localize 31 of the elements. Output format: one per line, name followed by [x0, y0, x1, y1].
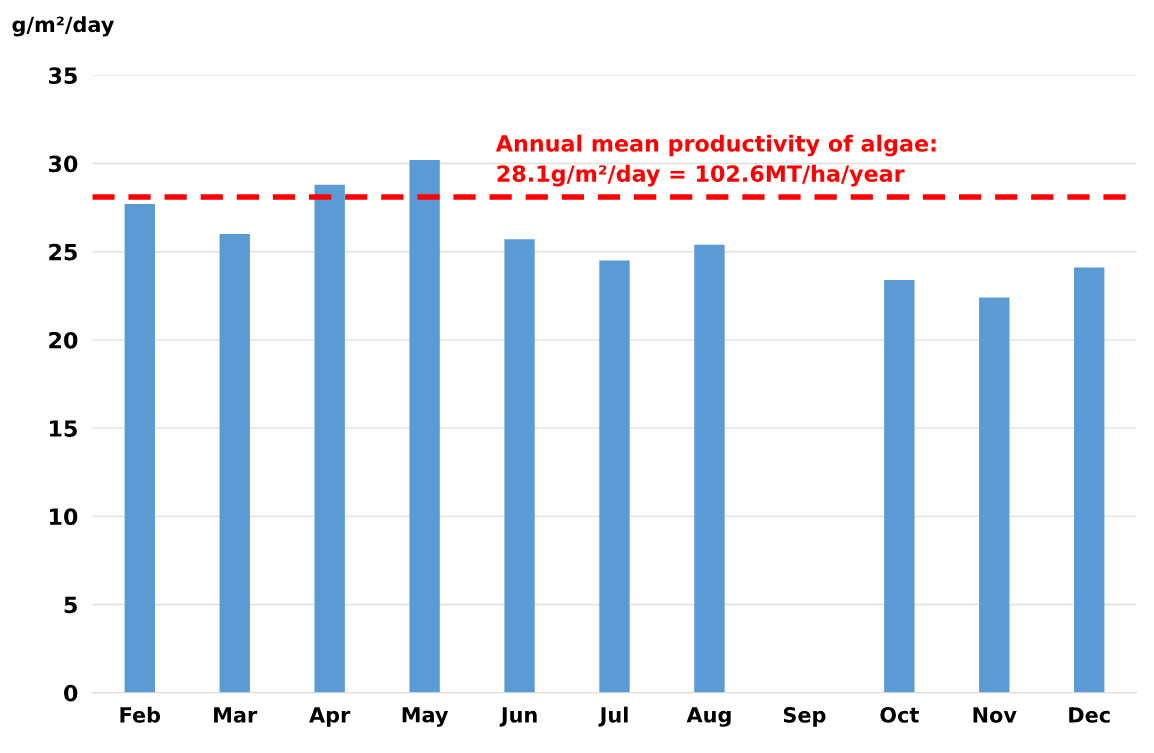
- y-tick-label: 0: [64, 684, 78, 702]
- bar: [409, 159, 440, 693]
- bar: [504, 239, 535, 693]
- y-tick-label: 35: [48, 67, 77, 85]
- bar: [1074, 267, 1105, 693]
- x-tick-label: Oct: [880, 707, 919, 723]
- x-tick-label: Jun: [499, 707, 537, 727]
- x-tick-label: Mar: [214, 707, 258, 723]
- bar: [599, 260, 630, 693]
- bar: [884, 279, 915, 693]
- y-tick-label: 10: [50, 508, 78, 526]
- x-tick-label: Aug: [686, 707, 731, 727]
- x-tick-label: Nov: [973, 707, 1017, 723]
- y-tick-label: 25: [49, 243, 77, 261]
- x-tick-label: Apr: [309, 707, 351, 727]
- x-tick-label: May: [402, 707, 449, 727]
- x-tick-label: Dec: [1069, 707, 1110, 723]
- bar: [979, 297, 1010, 693]
- bar: [219, 234, 250, 693]
- y-tick-label: 15: [50, 420, 77, 437]
- y-axis-title: g/m²/day: [12, 16, 115, 37]
- x-tick-label: Feb: [120, 706, 161, 723]
- bar: [124, 204, 155, 693]
- bar: [314, 184, 345, 693]
- x-tick-label: Sep: [783, 707, 826, 727]
- y-tick-label: 30: [48, 155, 78, 173]
- y-tick-label: 5: [64, 596, 77, 614]
- ref-line-label: Annual mean productivity of algae: 28.1g/m²/day = 102.6MT/ha/year: [495, 134, 936, 187]
- bar: [694, 244, 725, 693]
- x-tick-label: Jul: [598, 706, 628, 727]
- y-tick-label: 20: [49, 331, 78, 349]
